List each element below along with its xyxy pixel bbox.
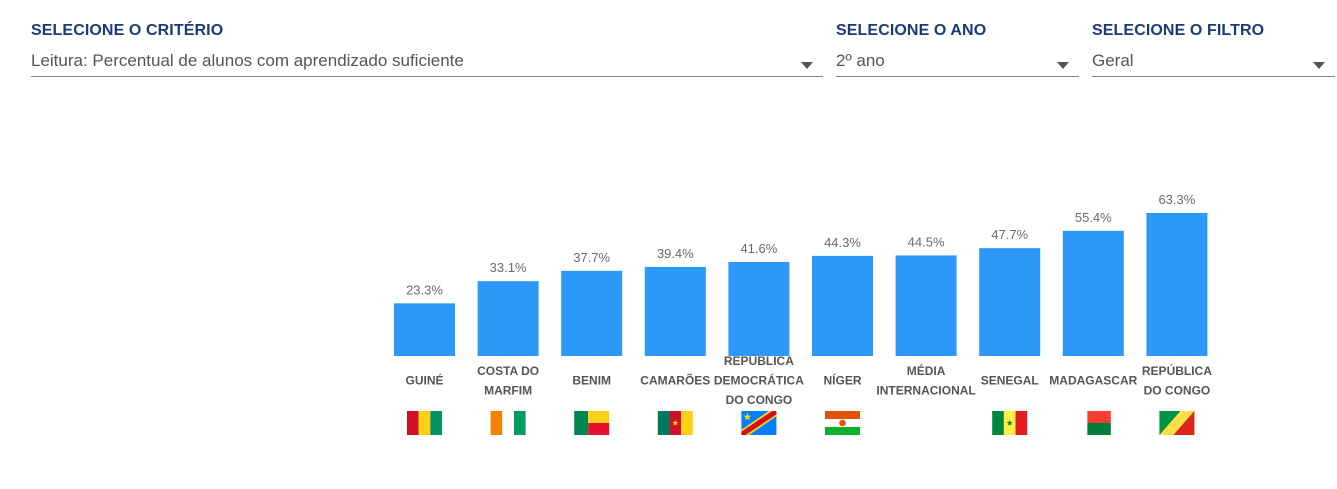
value-label: 41.6% [740, 241, 777, 256]
bar-chart: 23.3% GUINÉ 33.1% COSTA DO MARFIM 37.7% BENIM 3… [0, 0, 1337, 489]
bar [728, 262, 789, 356]
bar [979, 248, 1040, 356]
bar [1146, 213, 1207, 356]
category-label: DEMOCRÁTICA [714, 373, 804, 388]
ivory-coast-flag-icon [491, 411, 526, 435]
value-label: 44.3% [824, 235, 861, 250]
benin-flag-icon [574, 411, 609, 435]
senegal-flag-icon [992, 411, 1027, 435]
cameroon-flag-icon [658, 411, 693, 435]
republic-of-congo-flag-icon [1159, 411, 1194, 435]
value-label: 23.3% [406, 282, 443, 297]
guinea-flag-icon [407, 411, 442, 435]
category-label: INTERNACIONAL [876, 383, 975, 397]
category-label: GUINÉ [405, 373, 443, 388]
bar [478, 281, 539, 356]
value-label: 47.7% [991, 227, 1028, 242]
bar [394, 303, 455, 356]
category-label: COSTA DO [477, 364, 539, 378]
bar [812, 256, 873, 356]
value-label: 63.3% [1158, 192, 1195, 207]
bar [561, 271, 622, 356]
value-label: 44.5% [908, 234, 945, 249]
madagascar-flag-icon [1076, 411, 1111, 435]
value-label: 33.1% [490, 260, 527, 275]
category-label: SENEGAL [981, 374, 1039, 388]
category-label: REPÚBLICA [1142, 363, 1212, 378]
bar [645, 267, 706, 356]
category-label: CAMARÕES [640, 373, 710, 388]
category-label: DO CONGO [1144, 383, 1211, 397]
dr-congo-flag-icon [741, 411, 776, 435]
niger-flag-icon [825, 411, 860, 435]
category-label: NÍGER [823, 373, 861, 388]
category-label: MARFIM [484, 383, 532, 397]
category-label: BENIM [572, 374, 611, 388]
value-label: 39.4% [657, 246, 694, 261]
value-label: 37.7% [573, 250, 610, 265]
bar [896, 255, 957, 356]
category-label: DO CONGO [726, 393, 793, 407]
category-label: MADAGASCAR [1049, 374, 1137, 388]
category-label: REPÚBLICA [724, 353, 794, 368]
bar [1063, 231, 1124, 356]
category-label: MÉDIA [907, 363, 946, 378]
value-label: 55.4% [1075, 210, 1112, 225]
